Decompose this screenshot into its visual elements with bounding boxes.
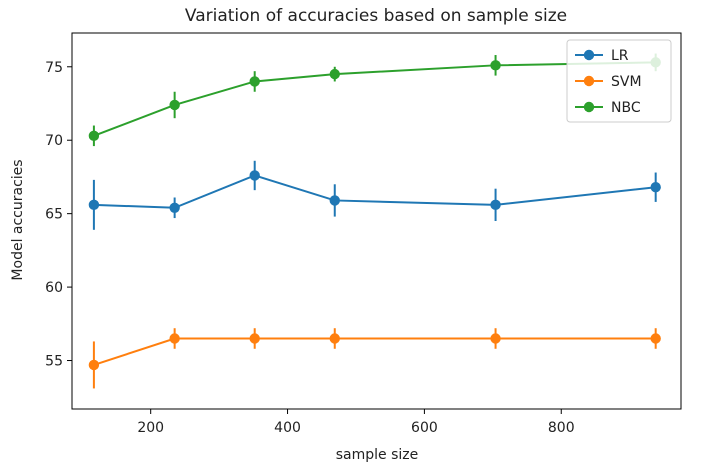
x-tick-label: 800: [548, 420, 575, 436]
lr-series-line: [93, 174, 656, 209]
svm-data-point: [490, 333, 501, 344]
lr-data-point: [88, 199, 100, 211]
svm-series-line: [93, 337, 656, 366]
legend-nbc-marker: [583, 101, 595, 113]
series-layer: [88, 53, 661, 389]
lr-data-point: [650, 182, 661, 193]
lr-data-point: [490, 199, 501, 211]
y-axis-label: Model accuracies: [10, 159, 26, 280]
svm-data-point: [329, 333, 340, 344]
svm-data-point: [249, 333, 260, 344]
lr-data-point: [249, 170, 260, 181]
legend-svm-marker: [583, 75, 595, 87]
legend: LR SVM NBC: [566, 39, 672, 123]
legend-box: [566, 39, 672, 123]
chart-title: Variation of accuracies based on sample …: [185, 6, 567, 26]
nbc-data-point: [169, 99, 180, 111]
y-axis: 55 60 65 70 75: [45, 60, 72, 370]
y-tick-label: 75: [45, 60, 63, 76]
x-tick-label: 200: [137, 420, 164, 436]
x-axis-label: sample size: [336, 447, 419, 463]
y-tick-label: 65: [45, 207, 63, 223]
x-axis: 200 400 600 800: [137, 409, 575, 436]
lr-data-point: [329, 195, 340, 206]
y-tick-label: 55: [45, 354, 63, 370]
svm-data-point: [88, 359, 100, 371]
nbc-series-line: [93, 61, 656, 137]
lr-data-point: [169, 202, 180, 213]
nbc-data-point: [329, 68, 340, 80]
legend-svm-label: SVM: [611, 74, 642, 90]
nbc-data-point: [249, 76, 260, 87]
svm-data-point: [169, 333, 180, 344]
x-tick-label: 600: [411, 420, 438, 436]
legend-lr-label: LR: [611, 48, 629, 64]
nbc-data-point: [490, 60, 501, 71]
nbc-data-point: [88, 130, 100, 142]
y-tick-label: 60: [45, 280, 63, 296]
legend-nbc-label: NBC: [611, 100, 641, 116]
legend-lr-marker: [583, 49, 595, 61]
y-tick-label: 70: [45, 133, 63, 149]
svm-data-point: [650, 333, 661, 344]
x-tick-label: 400: [274, 420, 301, 436]
